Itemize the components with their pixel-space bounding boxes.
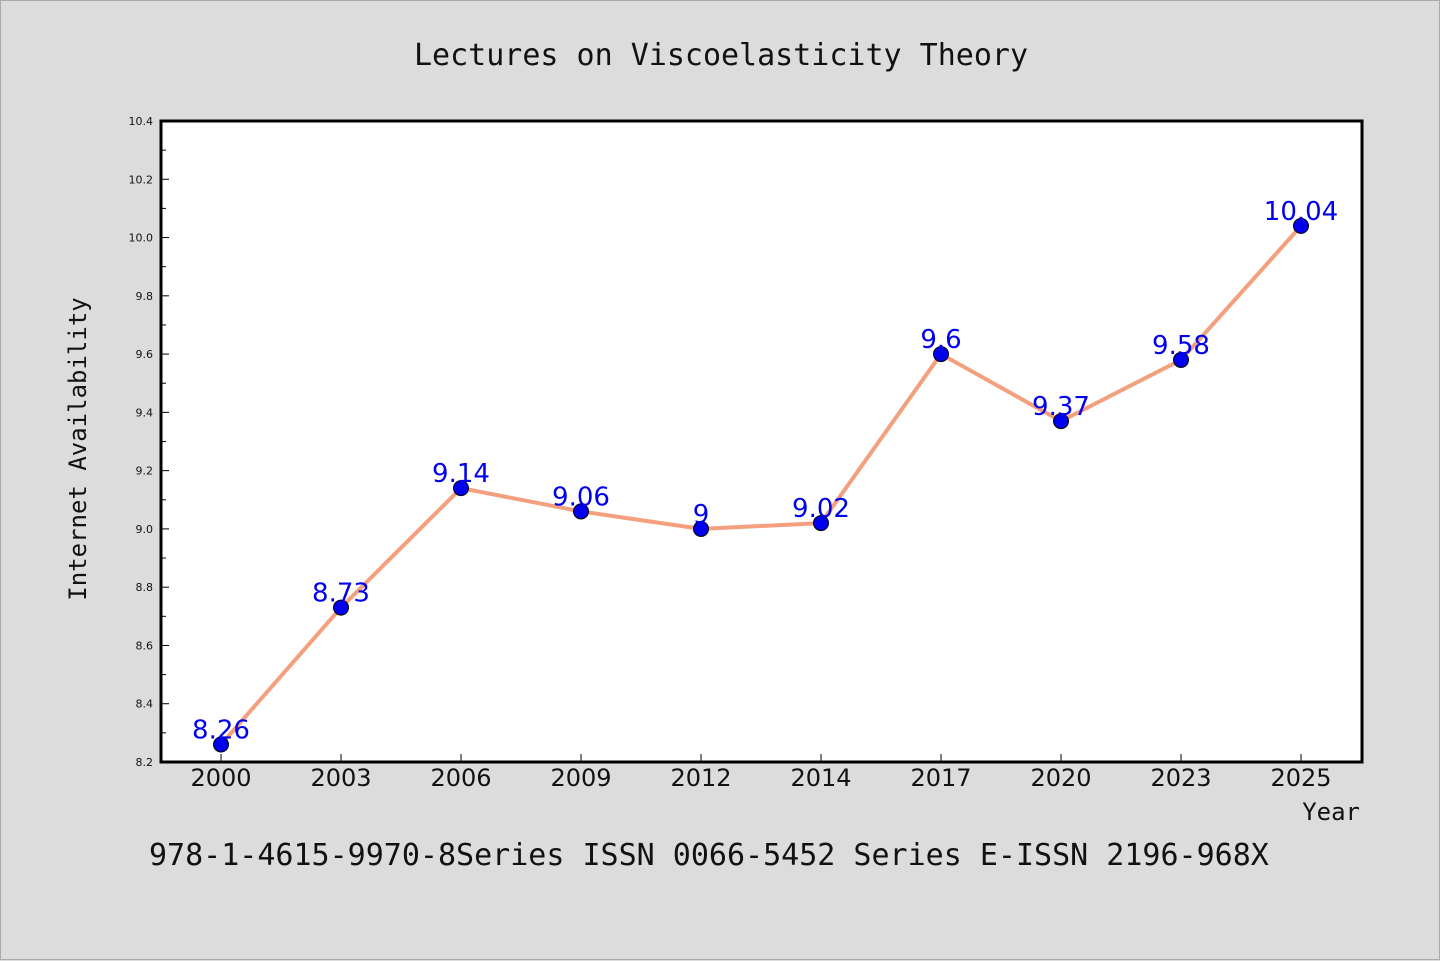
y-tick-label: 9.0 (136, 523, 154, 536)
chart-title: Lectures on Viscoelasticity Theory (414, 38, 1028, 73)
data-label: 9.6 (920, 325, 961, 355)
y-tick-label: 9.2 (136, 465, 154, 478)
x-tick-label: 2000 (190, 764, 251, 792)
series-line (219, 224, 1303, 746)
y-axis-label: Internet Availability (64, 297, 92, 600)
data-point (693, 520, 709, 537)
data-point (1053, 413, 1069, 430)
markers-group (213, 217, 1309, 753)
y-tick-label: 8.8 (136, 581, 154, 594)
data-label: 8.73 (312, 579, 370, 609)
y-tick-label: 9.4 (136, 406, 154, 419)
y-tick-label: 10.4 (129, 115, 154, 128)
data-point (573, 503, 589, 520)
x-tick-label: 2012 (670, 764, 731, 792)
data-label: 9.14 (432, 459, 490, 489)
data-point (213, 736, 229, 753)
y-tick-label: 9.8 (136, 290, 154, 303)
data-label: 9 (693, 500, 710, 530)
y-tick-label: 10.0 (129, 232, 154, 245)
plot-area (159, 119, 1364, 764)
data-point (933, 346, 949, 363)
data-label: 9.02 (792, 494, 850, 524)
x-tick-label: 2003 (310, 764, 371, 792)
data-label: 10.04 (1264, 197, 1338, 227)
series-line-group (219, 224, 1303, 746)
data-point (1293, 217, 1309, 234)
y-tick-label: 10.2 (129, 173, 154, 186)
x-tick-label: 2020 (1030, 764, 1091, 792)
y-tick-label: 8.2 (136, 756, 154, 769)
x-tick-label: 2023 (1150, 764, 1211, 792)
data-label: 8.26 (192, 716, 250, 746)
x-axis: 2000 2003 2006 2009 2012 2014 2017 2020 2023 2025 (190, 754, 1332, 792)
y-axis: 8.2 8.4 8.6 8.8 9.0 9.2 9.4 9.6 9.8 10.0 10.2 10.4 (129, 115, 169, 769)
data-point (1173, 351, 1189, 368)
data-label: 9.06 (552, 482, 610, 512)
x-tick-label: 2017 (910, 764, 971, 792)
x-tick-label: 2025 (1270, 764, 1331, 792)
data-label: 9.58 (1152, 331, 1210, 361)
y-tick-label: 9.6 (136, 348, 154, 361)
data-point (813, 515, 829, 532)
data-label: 9.37 (1032, 392, 1090, 422)
x-tick-label: 2014 (790, 764, 851, 792)
data-labels-group: 8.26 8.73 9.14 9.06 9 9.02 9.6 9.37 9.58 10.04 (192, 197, 1338, 746)
footer-text: 978-1-4615-9970-8Series ISSN 0066-5452 S… (149, 838, 1269, 873)
x-axis-label: Year (1302, 798, 1360, 826)
x-tick-label: 2009 (550, 764, 611, 792)
data-point (333, 599, 349, 616)
x-tick-label: 2006 (430, 764, 491, 792)
y-tick-label: 8.6 (136, 639, 154, 652)
y-tick-label: 8.4 (136, 698, 154, 711)
data-point (453, 480, 469, 497)
